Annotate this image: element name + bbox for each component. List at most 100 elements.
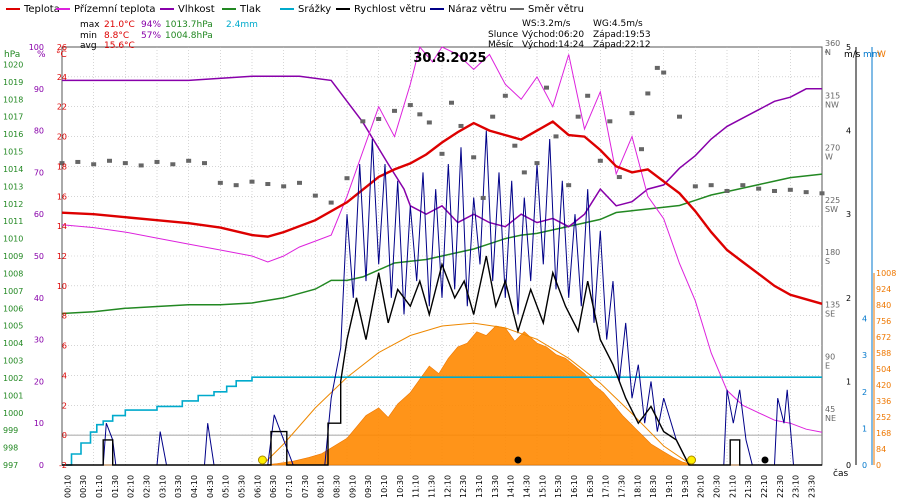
tick-hpa: 997 xyxy=(3,461,18,470)
tick-time: 02:10 xyxy=(127,475,136,498)
wind-direction-point xyxy=(91,162,97,167)
info-sun-rise: Východ:06:20 xyxy=(522,30,584,40)
tick-wind: 3 xyxy=(846,210,851,219)
series-wind-speed xyxy=(62,255,822,466)
chart-title: 30.8.2025 xyxy=(413,51,486,66)
legend-pressure: Tlak xyxy=(239,4,261,15)
wind-direction-point xyxy=(534,161,540,166)
unit-hpa: hPa xyxy=(4,50,20,60)
tick-direction: 225 xyxy=(825,196,840,205)
series-pressure xyxy=(61,173,823,315)
wind-direction-point xyxy=(512,143,518,148)
tick-temperature: 12 xyxy=(57,252,67,261)
wind-direction-point xyxy=(458,123,464,128)
tick-direction: 90 xyxy=(825,353,835,362)
tick-hpa: 1015 xyxy=(3,148,23,157)
tick-time: 07:10 xyxy=(285,475,294,498)
stats-rain-total: 2.4mm xyxy=(226,20,258,30)
wind-direction-point xyxy=(692,184,698,189)
wind-direction-point xyxy=(585,93,591,98)
tick-humidity: 90 xyxy=(34,85,44,94)
tick-time: 08:10 xyxy=(317,475,326,498)
wind-direction-point xyxy=(629,111,635,116)
tick-time: 12:30 xyxy=(459,475,468,498)
tick-humidity: 80 xyxy=(34,127,44,136)
unit-direction: ° xyxy=(824,50,829,60)
tick-time: 19:10 xyxy=(665,475,674,498)
wind-direction-point xyxy=(138,163,144,168)
series-humidity xyxy=(62,75,822,228)
wind-direction-point xyxy=(75,159,81,164)
tick-hpa: 1020 xyxy=(3,60,23,69)
tick-direction: 270 xyxy=(825,144,840,153)
wind-direction-point xyxy=(756,186,762,191)
info-block: WS:3.2m/s WG:4.5m/s Slunce Východ:06:20 … xyxy=(488,19,651,50)
tick-time: 09:10 xyxy=(348,475,357,498)
unit-solar: W xyxy=(877,50,886,60)
tick-humidity: 40 xyxy=(34,294,44,303)
tick-hpa: 1016 xyxy=(3,130,23,139)
series-wind-gust xyxy=(62,130,822,466)
stats-min-press: 1004.8hPa xyxy=(165,31,213,41)
tick-temperature: 18 xyxy=(57,162,67,171)
tick-wind: 0 xyxy=(846,461,851,470)
tick-direction: 45 xyxy=(825,405,835,414)
tick-solar: 252 xyxy=(876,413,891,422)
stats-avg-label: avg xyxy=(80,41,97,51)
stats-min-temp: 8.8°C xyxy=(104,31,129,41)
series-temperature xyxy=(61,120,823,305)
tick-hpa: 1013 xyxy=(3,182,23,191)
tick-rain: 4 xyxy=(862,315,867,324)
wind-direction-point xyxy=(439,151,445,156)
tick-solar: 0 xyxy=(876,461,881,470)
wind-direction-point xyxy=(249,179,255,184)
tick-solar: 588 xyxy=(876,349,891,358)
wind-direction-point xyxy=(480,195,486,200)
tick-direction: 180 xyxy=(825,248,840,257)
wind-direction-point xyxy=(724,188,730,193)
tick-time: 23:10 xyxy=(792,475,801,498)
wind-direction-point xyxy=(597,158,603,163)
wind-direction-point xyxy=(607,119,613,124)
wind-direction-point xyxy=(360,119,366,124)
wind-direction-point xyxy=(803,190,809,195)
wind-direction-point xyxy=(553,134,559,139)
tick-direction-cardinal: S xyxy=(825,257,830,266)
stats-avg-temp: 15.6°C xyxy=(104,41,135,51)
wind-direction-point xyxy=(281,184,287,189)
wind-direction-point xyxy=(490,114,496,119)
tick-time: 06:10 xyxy=(253,475,262,498)
wind-direction-point xyxy=(502,93,508,98)
tick-time: 13:30 xyxy=(491,475,500,498)
tick-temperature: -2 xyxy=(59,461,67,470)
tick-rain: 2 xyxy=(862,388,867,397)
tick-time: 14:10 xyxy=(507,475,516,498)
wind-direction-point xyxy=(639,147,644,152)
tick-humidity: 10 xyxy=(34,419,44,428)
tick-hpa: 1019 xyxy=(3,78,23,87)
tick-time: 01:30 xyxy=(111,475,120,498)
info-sun-set: Západ:19:53 xyxy=(593,30,651,40)
tick-hpa: 1017 xyxy=(3,113,23,122)
stats-min-hum: 57% xyxy=(141,31,161,41)
tick-wind: 5 xyxy=(846,43,851,52)
wind-direction-point xyxy=(417,112,423,117)
tick-temperature: 10 xyxy=(57,282,67,291)
tick-temperature: 20 xyxy=(57,133,67,142)
tick-time: 10:30 xyxy=(396,475,405,498)
wind-direction-point xyxy=(170,162,176,167)
moonrise-marker xyxy=(514,456,522,464)
wind-direction-point xyxy=(566,183,572,188)
tick-hpa: 1001 xyxy=(3,391,23,400)
info-moon-rise: Východ:14:24 xyxy=(522,40,584,50)
tick-humidity: 50 xyxy=(34,252,44,261)
wind-direction-point xyxy=(661,70,667,75)
axis-ticks: 9979989991000100110021003100410051006100… xyxy=(3,39,896,498)
tick-hpa: 1005 xyxy=(3,322,23,331)
tick-time: 19:30 xyxy=(681,475,690,498)
tick-direction: 315 xyxy=(825,91,840,100)
tick-hpa: 1012 xyxy=(3,200,23,209)
tick-hpa: 1004 xyxy=(3,339,23,348)
stats-max-press: 1013.7hPa xyxy=(165,20,213,30)
tick-time: 22:30 xyxy=(776,475,785,498)
